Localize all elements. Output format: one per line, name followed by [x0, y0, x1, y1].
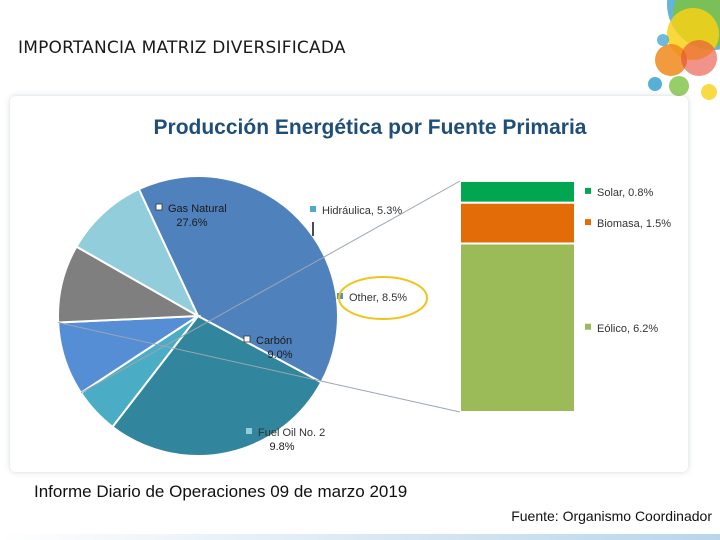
slice-label-marker-gas-natural [155, 203, 163, 211]
pie-slice-gas-natural [111, 314, 323, 457]
chart-card: Producción Energética por Fuente Primari… [10, 96, 688, 472]
connector-line-bottom [58, 322, 461, 413]
breakdown-bar-biomasa [459, 201, 576, 245]
slice-label-carbon: Carbón [256, 335, 292, 347]
breakdown-label-eolico: Eólico, 6.2% [597, 323, 658, 335]
breakdown-label-marker-solar [585, 187, 591, 194]
pie-slice-fuel-oil-no-6 [137, 175, 339, 384]
slide-title: IMPORTANCIA MATRIZ DIVERSIFICADA [18, 38, 346, 58]
slice-label-marker-fuel-oil-no-2 [246, 428, 252, 434]
decorative-corner-graphic [648, 0, 720, 100]
slice-label-other: Other, 8.5% [349, 292, 407, 304]
slice-pct-fuel-oil-no-2: 9.8% [269, 441, 294, 453]
pie-of-bar-chart: Producción Energética por Fuente Primari… [57, 116, 671, 457]
report-caption: Informe Diario de Operaciones 09 de marz… [34, 482, 408, 501]
slice-label-marker-hidraulica [310, 206, 316, 212]
slice-pct-carbon: 9.0% [267, 349, 292, 361]
chart-title: Producción Energética por Fuente Primari… [154, 116, 587, 139]
slice-label-fuel-oil-no-2: Fuel Oil No. 2 [258, 427, 325, 439]
slice-label-hidraulica: Hidráulica, 5.3% [322, 205, 402, 217]
slice-pct-gas-natural: 27.6% [176, 217, 207, 229]
breakdown-label-solar: Solar, 0.8% [597, 187, 653, 199]
breakdown-label-biomasa: Biomasa, 1.5% [597, 218, 671, 230]
highlight-ellipse-other [338, 276, 428, 320]
bottom-decor-strip [0, 534, 720, 540]
pie-slice-fuel-oil-no-2 [75, 187, 201, 319]
source-caption: Fuente: Organismo Coordinador [511, 508, 712, 524]
pie-slice-carbon [57, 245, 202, 324]
slice-label-gas-natural: Gas Natural [168, 203, 227, 215]
connector-line-top [80, 180, 461, 394]
breakdown-label-marker-eolico [585, 323, 591, 330]
breakdown-bar-solar [459, 180, 576, 204]
breakdown-label-marker-biomasa [585, 219, 591, 226]
slice-label-marker-carbon [243, 335, 251, 343]
breakdown-bar-eolico [459, 242, 576, 413]
